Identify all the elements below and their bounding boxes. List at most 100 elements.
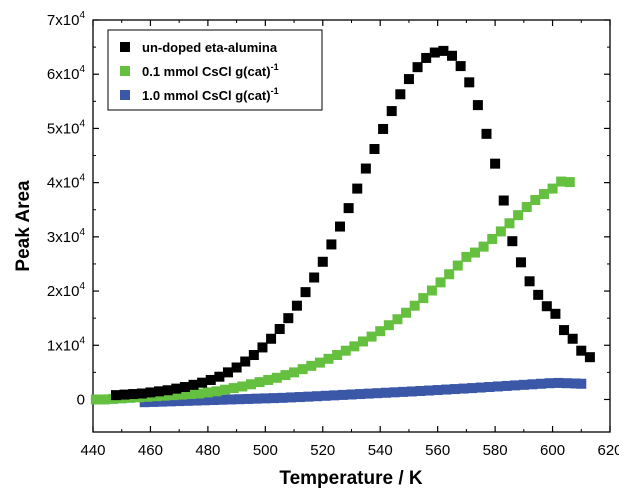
- data-point: [214, 371, 225, 382]
- data-point: [159, 390, 170, 401]
- data-point: [162, 385, 173, 396]
- data-point: [222, 367, 233, 378]
- data-point: [355, 389, 366, 400]
- data-point: [208, 395, 219, 406]
- data-point: [395, 89, 406, 100]
- data-point: [191, 395, 202, 406]
- data-point: [492, 381, 503, 392]
- data-point: [441, 384, 452, 395]
- data-point: [174, 396, 185, 407]
- data-point: [515, 257, 526, 268]
- axis-ticks: [92, 19, 611, 432]
- data-point: [139, 397, 150, 408]
- legend-marker: [120, 90, 130, 100]
- data-point: [524, 276, 535, 287]
- data-point: [556, 176, 567, 187]
- data-point: [228, 383, 239, 394]
- data-point: [449, 384, 460, 395]
- data-point: [309, 272, 320, 283]
- data-point: [291, 300, 302, 311]
- data-point: [245, 379, 256, 390]
- data-point: [389, 387, 400, 398]
- data-point: [372, 388, 383, 399]
- y-axis-title: Peak Area: [13, 180, 34, 272]
- data-point: [340, 345, 351, 356]
- data-point: [538, 189, 549, 200]
- data-point: [185, 389, 196, 400]
- x-tick-label: 480: [195, 442, 220, 459]
- data-point: [317, 256, 328, 267]
- data-point: [197, 377, 208, 388]
- data-point: [541, 301, 552, 312]
- data-point: [254, 377, 265, 388]
- legend-label: 0.1 mmol CsCl g(cat)-1: [142, 62, 279, 79]
- data-point: [154, 386, 165, 397]
- data-point: [332, 350, 343, 361]
- data-point: [366, 331, 377, 342]
- data-point: [119, 389, 130, 400]
- data-point: [263, 374, 274, 385]
- legend: un-doped eta-alumina 0.1 mmol CsCl g(cat)…: [107, 29, 323, 111]
- data-point: [438, 45, 449, 56]
- data-point: [257, 342, 268, 353]
- data-point: [369, 144, 380, 155]
- data-point: [171, 383, 182, 394]
- data-point: [234, 394, 245, 405]
- data-point: [504, 218, 515, 229]
- data-point: [478, 241, 489, 252]
- y-tick-label: 1x104: [47, 335, 86, 354]
- data-point: [432, 385, 443, 396]
- data-point: [306, 360, 317, 371]
- data-point: [217, 394, 228, 405]
- data-point: [487, 234, 498, 245]
- data-point: [567, 333, 578, 344]
- data-point: [346, 389, 357, 400]
- data-point: [266, 333, 277, 344]
- data-point: [283, 313, 294, 324]
- x-tick-label: 560: [425, 442, 450, 459]
- data-point: [349, 341, 360, 352]
- data-point: [533, 289, 544, 300]
- data-point: [550, 308, 561, 319]
- data-point: [148, 396, 159, 407]
- data-point: [564, 177, 575, 188]
- series-2: [139, 377, 587, 408]
- legend-box: [107, 29, 323, 111]
- x-tick-label: 500: [253, 442, 278, 459]
- x-tick-label: 440: [80, 442, 105, 459]
- data-point: [357, 336, 368, 347]
- data-point: [498, 195, 509, 206]
- data-point: [99, 394, 110, 405]
- data-point: [268, 393, 279, 404]
- data-point: [576, 378, 587, 389]
- data-point: [415, 386, 426, 397]
- data-point: [452, 260, 463, 271]
- data-point: [481, 128, 492, 139]
- data-point: [409, 300, 420, 311]
- data-point: [168, 390, 179, 401]
- data-point: [314, 357, 325, 368]
- data-point: [326, 239, 337, 250]
- data-point: [455, 61, 466, 72]
- data-point: [248, 350, 259, 361]
- data-point: [363, 388, 374, 399]
- legend-label: un-doped eta-alumina: [142, 40, 278, 55]
- x-tick-label: 460: [138, 442, 163, 459]
- data-point: [237, 381, 248, 392]
- data-point: [128, 389, 139, 400]
- data-point: [544, 378, 555, 389]
- x-tick-label: 520: [310, 442, 335, 459]
- data-point: [337, 389, 348, 400]
- data-point: [406, 386, 417, 397]
- data-point: [329, 390, 340, 401]
- data-point: [179, 382, 190, 393]
- data-point: [527, 379, 538, 390]
- data-point: [378, 123, 389, 134]
- data-point: [220, 384, 231, 395]
- data-point: [386, 106, 397, 117]
- y-tick-label: 4x104: [47, 173, 86, 192]
- data-point: [145, 387, 156, 398]
- data-point: [510, 380, 521, 391]
- x-tick-label: 620: [597, 442, 619, 459]
- data-point: [343, 203, 354, 214]
